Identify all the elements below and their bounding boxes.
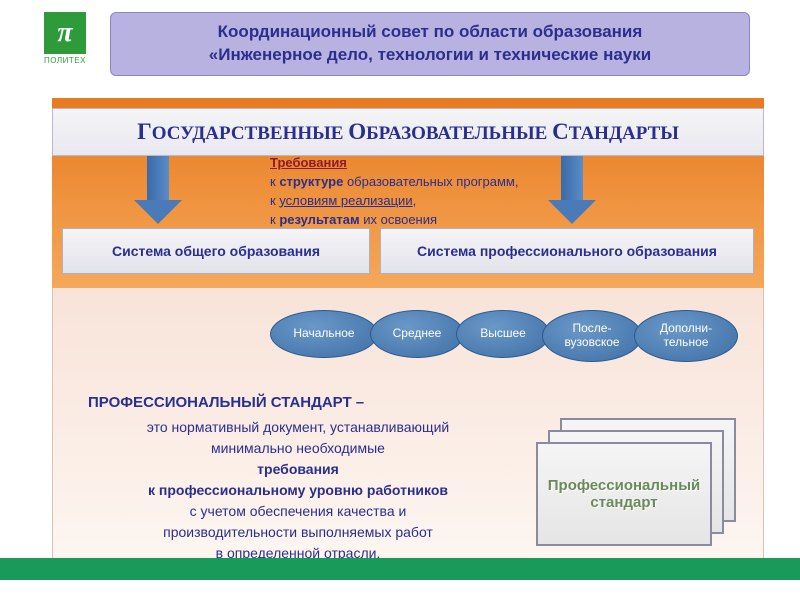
- definition-block: ПРОФЕССИОНАЛЬНЫЙ СТАНДАРТ – это норматив…: [88, 392, 508, 564]
- system-professional-education: Система профессионального образования: [380, 228, 754, 274]
- title-banner: Координационный совет по области образов…: [110, 12, 750, 76]
- level-additional: Дополни-тельное: [634, 310, 738, 362]
- title-line-1: Координационный совет по области образов…: [129, 21, 731, 44]
- definition-line: минимально необходимые: [88, 438, 508, 459]
- stack-card-label: Профессиональныйстандарт: [548, 477, 701, 511]
- definition-line: с учетом обеспечения качества и: [88, 501, 508, 522]
- definition-line: производительности выполняемых работ: [88, 522, 508, 543]
- definition-line: это нормативный документ, устанавливающи…: [88, 417, 508, 438]
- standards-bar: ГОСУДАРСТВЕННЫЕ ОБРАЗОВАТЕЛЬНЫЕ СТАНДАРТ…: [52, 108, 764, 156]
- level-postgraduate: После-вузовское: [542, 310, 642, 362]
- arrow-down-icon: [548, 156, 596, 224]
- definition-line-bold: требования: [88, 459, 508, 480]
- education-levels: Начальное Среднее Высшее После-вузовское…: [270, 310, 760, 364]
- standard-card-stack: Профессиональныйстандарт: [536, 418, 736, 542]
- level-initial: Начальное: [270, 310, 378, 358]
- arrow-down-icon: [134, 156, 182, 224]
- logo-text: ПОЛИТЕХ: [44, 56, 86, 65]
- diagram: ГОСУДАРСТВЕННЫЕ ОБРАЗОВАТЕЛЬНЫЕ СТАНДАРТ…: [52, 98, 764, 564]
- header: π ПОЛИТЕХ Координационный совет по облас…: [0, 0, 800, 76]
- logo: π ПОЛИТЕХ: [44, 12, 86, 66]
- title-line-2: «Инженерное дело, технологии и техническ…: [129, 44, 731, 67]
- level-higher: Высшее: [456, 310, 550, 358]
- footer-bar: [0, 558, 800, 580]
- system-general-education: Система общего образования: [62, 228, 370, 274]
- level-secondary: Среднее: [370, 310, 464, 358]
- definition-title: ПРОФЕССИОНАЛЬНЫЙ СТАНДАРТ –: [88, 392, 508, 415]
- definition-line-bold: к профессиональному уровню работников: [88, 480, 508, 501]
- pi-icon: π: [44, 12, 86, 54]
- stack-card-front: Профессиональныйстандарт: [536, 442, 712, 546]
- standards-bar-text: ГОСУДАРСТВЕННЫЕ ОБРАЗОВАТЕЛЬНЫЕ СТАНДАРТ…: [137, 119, 679, 145]
